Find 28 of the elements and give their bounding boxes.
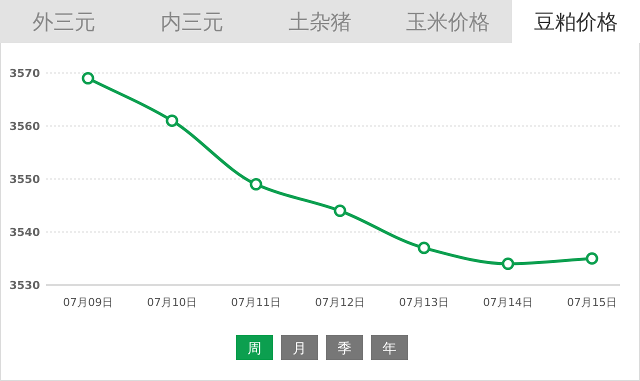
point xyxy=(334,204,346,218)
point xyxy=(166,114,178,127)
text: 土杂猪 xyxy=(288,10,352,34)
point xyxy=(250,178,262,191)
y-tick-label: 3560 xyxy=(9,120,40,133)
chart-title: 豆粕价格 xyxy=(534,10,618,34)
x-tick-label: 07月14日 xyxy=(483,296,533,309)
x-tick-label: 07月15日 xyxy=(567,296,617,309)
point xyxy=(82,72,94,85)
text: 玉米价格 xyxy=(406,10,490,34)
text: 周 xyxy=(248,341,262,357)
x-tick-label: 07月11日 xyxy=(231,296,281,309)
x-tick-label: 07月10日 xyxy=(147,296,197,309)
y-tick-label: 3530 xyxy=(9,279,40,292)
x-tick-label: 07月09日 xyxy=(63,296,113,309)
text: 内三元 xyxy=(160,10,224,34)
text: 外三元 xyxy=(32,10,96,34)
x-tick-label: 07月13日 xyxy=(399,296,449,309)
y-tick-label: 3570 xyxy=(9,67,40,80)
text: 季 xyxy=(338,341,352,357)
point xyxy=(418,242,430,254)
y-tick-label: 3540 xyxy=(9,226,40,239)
x-tick-label: 07月12日 xyxy=(315,296,365,309)
point xyxy=(502,258,514,270)
text: 年 xyxy=(382,341,396,357)
text: 月 xyxy=(292,341,306,357)
point xyxy=(586,252,598,265)
y-tick-label: 3550 xyxy=(9,173,40,186)
